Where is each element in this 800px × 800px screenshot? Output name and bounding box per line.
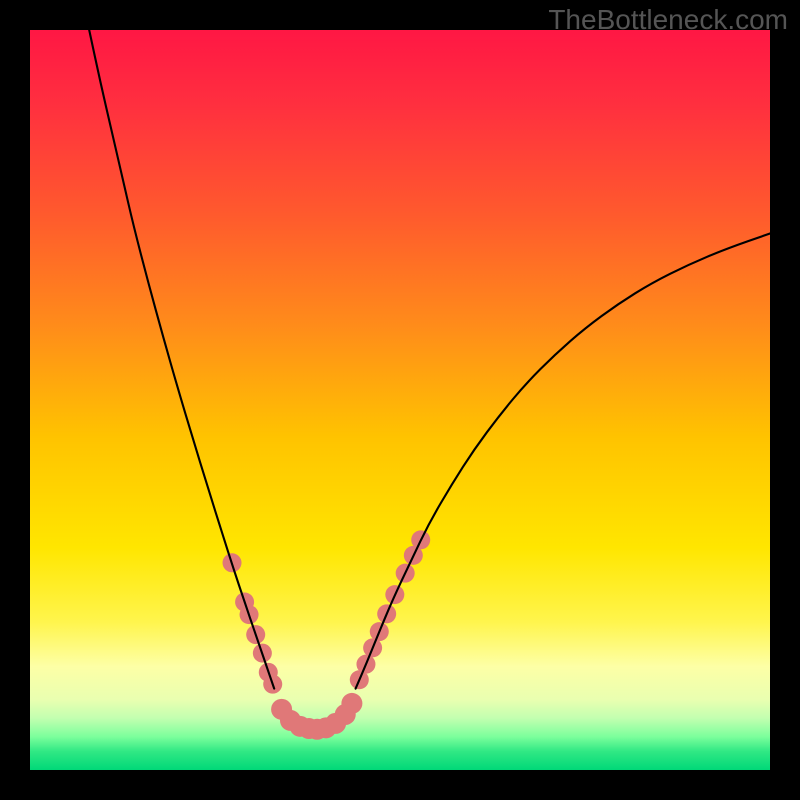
chart-frame: TheBottleneck.com (0, 0, 800, 800)
marker-layer (223, 530, 431, 739)
chart-svg (30, 30, 770, 770)
plot-area (30, 30, 770, 770)
marker-dot (341, 693, 362, 714)
right-curve (356, 234, 770, 689)
watermark-text: TheBottleneck.com (548, 4, 788, 36)
left-curve (89, 30, 274, 689)
